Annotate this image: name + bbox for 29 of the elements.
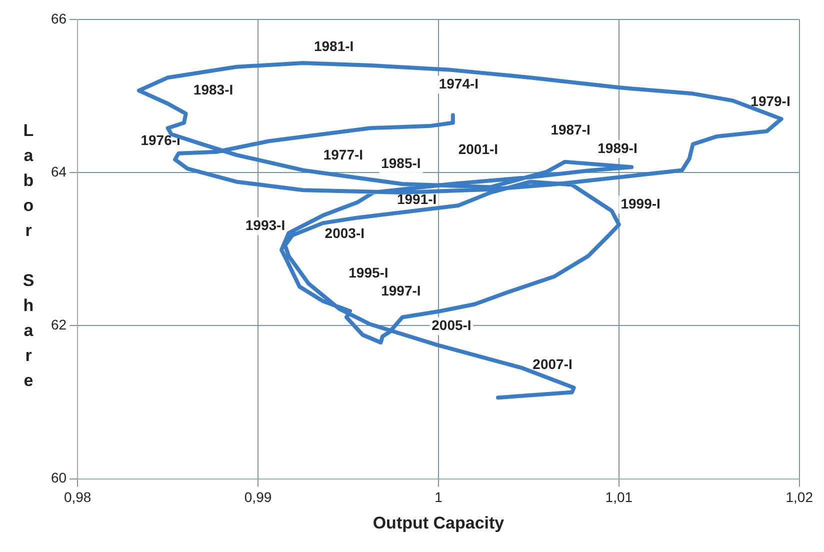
y-axis-title: Labor Share — [18, 120, 38, 396]
annotation: 1989-I — [598, 140, 638, 156]
x-tick-label: 1 — [434, 489, 443, 506]
annotation: 1999-I — [620, 195, 660, 212]
annotation: 2001-I — [458, 141, 498, 158]
annotation: 1993-I — [245, 216, 286, 233]
annotation: 1977-I — [323, 146, 364, 163]
annotation: 1997-I — [381, 282, 421, 299]
x-tick-label: 0,99 — [244, 489, 272, 506]
annotation: 1991-I — [396, 190, 437, 207]
annotation: 1995-I — [348, 264, 388, 280]
annotation: 2007-I — [532, 356, 572, 372]
x-tick-label: 1,01 — [605, 489, 633, 506]
annotation: 1979-I — [750, 92, 790, 109]
x-tick-label: 0,98 — [64, 489, 92, 506]
annotation: 1981-I — [314, 38, 354, 54]
x-tick-label: 1,02 — [786, 489, 814, 506]
x-axis-title: Output Capacity — [372, 513, 505, 532]
annotation: 1976-I — [140, 132, 180, 148]
y-tick-label: 60 — [50, 470, 67, 486]
y-tick-label: 64 — [50, 163, 67, 180]
annotation: 2003-I — [324, 224, 364, 241]
annotation: 1974-I — [438, 75, 479, 92]
annotation: 2005-I — [432, 317, 472, 334]
y-tick-label: 66 — [50, 10, 67, 26]
annotation: 1983-I — [193, 81, 234, 98]
y-tick-label: 62 — [50, 316, 67, 333]
annotation: 1985-I — [381, 154, 421, 171]
annotation: 1987-I — [550, 121, 590, 138]
